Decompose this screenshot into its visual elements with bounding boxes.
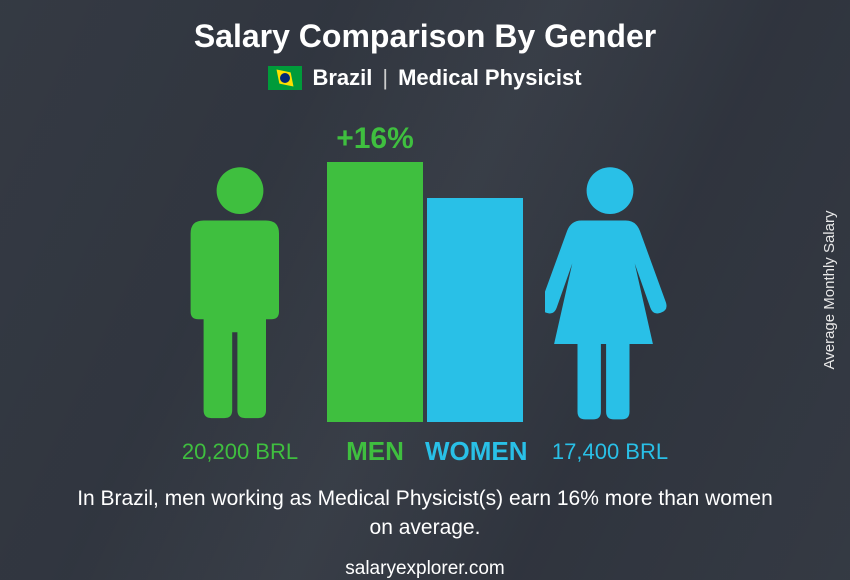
brazil-flag-icon — [268, 66, 302, 90]
yaxis-label: Average Monthly Salary — [821, 211, 838, 370]
site-label: salaryexplorer.com — [345, 558, 504, 580]
men-label: MEN — [325, 436, 425, 467]
description-text: In Brazil, men working as Medical Physic… — [65, 485, 785, 542]
chart-area: +16% — [155, 109, 695, 422]
woman-icon — [545, 162, 675, 422]
page-title: Salary Comparison By Gender — [194, 18, 656, 55]
job-label: Medical Physicist — [398, 65, 581, 91]
men-bar — [327, 162, 423, 422]
women-salary: 17,400 BRL — [525, 439, 695, 465]
women-bar — [427, 198, 523, 422]
men-icon-column — [155, 109, 325, 422]
women-bar-column — [425, 109, 525, 422]
women-icon-column — [525, 109, 695, 422]
pct-diff-label: +16% — [336, 122, 414, 156]
labels-row: 20,200 BRL MEN WOMEN 17,400 BRL — [155, 436, 695, 467]
subtitle-row: Brazil | Medical Physicist — [268, 65, 581, 91]
women-label: WOMEN — [425, 436, 525, 467]
infographic-container: Salary Comparison By Gender Brazil | Med… — [0, 0, 850, 580]
men-salary: 20,200 BRL — [155, 439, 325, 465]
man-icon — [175, 162, 305, 422]
men-bar-column: +16% — [325, 109, 425, 422]
divider-pipe: | — [382, 65, 388, 91]
country-label: Brazil — [312, 65, 372, 91]
